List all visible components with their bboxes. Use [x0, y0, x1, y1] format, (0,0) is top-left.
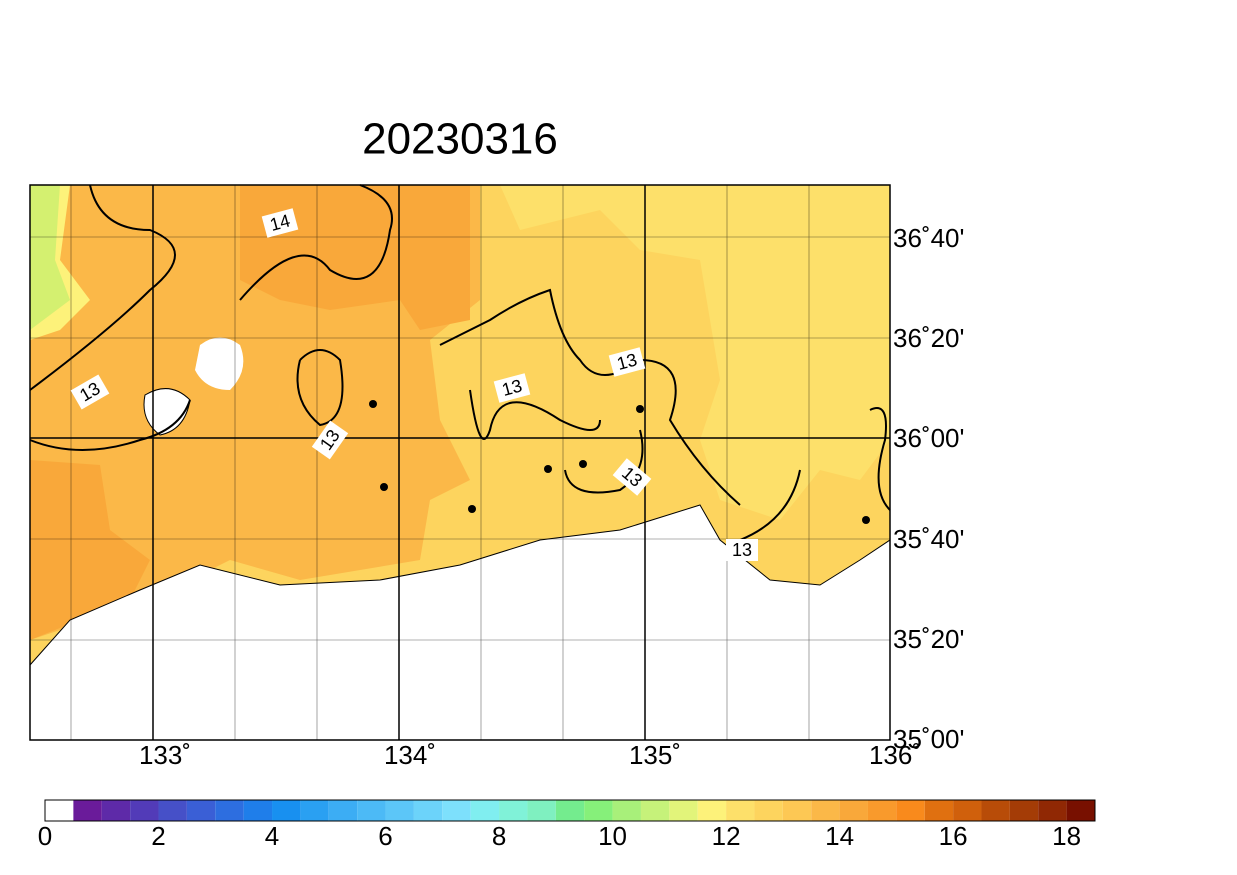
warmest-region — [240, 185, 470, 330]
colorbar-tick-label: 18 — [1052, 821, 1081, 851]
colorbar-frame — [44, 799, 1096, 822]
colorbar-box — [243, 800, 273, 821]
colorbar-box — [811, 800, 840, 821]
lat-label: 35˚40' — [893, 524, 964, 554]
contour-label-bg — [608, 347, 646, 377]
colorbar-box — [470, 800, 500, 821]
colorbar-tick-label: 6 — [378, 821, 392, 851]
colorbar-box — [953, 800, 982, 821]
colorbar-box — [45, 800, 74, 821]
colorbar-box — [357, 800, 386, 821]
lat-label: 35˚00' — [893, 724, 964, 754]
colorbar-box — [130, 800, 159, 821]
contour-label: 13 — [311, 420, 349, 460]
colorbar-box — [385, 800, 414, 821]
colorbar-tick-label: 2 — [151, 821, 165, 851]
colorbar-box — [924, 800, 954, 821]
contour-label-bg — [261, 208, 299, 238]
contour-label-bg — [70, 374, 110, 410]
lon-label: 135˚ — [629, 740, 681, 770]
colorbar-tick-label: 10 — [598, 821, 627, 851]
colorbar-tick-label: 12 — [712, 821, 741, 851]
island — [195, 337, 244, 390]
contour-label-bg — [612, 458, 652, 496]
colorbar-box — [697, 800, 727, 821]
colorbar-box — [186, 800, 216, 821]
lon-label: 136˚ — [869, 740, 921, 770]
coolest-region — [30, 185, 70, 330]
colorbar-box — [101, 800, 131, 821]
lat-label: 35˚20' — [893, 624, 964, 654]
colorbar-box — [300, 800, 329, 821]
stations — [369, 400, 870, 524]
colorbar-box — [499, 800, 528, 821]
contour — [29, 184, 891, 541]
contour-label: 13 — [608, 347, 646, 377]
colorbar-box — [669, 800, 698, 821]
major-grid — [30, 185, 890, 740]
colorbar-box — [1009, 800, 1039, 821]
colorbar-tick-label: 4 — [265, 821, 279, 851]
colorbar-tick-label: 16 — [939, 821, 968, 851]
colorbar-box — [782, 800, 812, 821]
colorbar-box — [640, 800, 670, 821]
colorbar-box — [867, 800, 897, 821]
contour-label-bg — [311, 420, 349, 460]
colorbar-box — [1066, 800, 1095, 821]
colorbar-box — [726, 800, 755, 821]
colorbar-box — [584, 800, 613, 821]
colorbar-tick-label: 14 — [825, 821, 854, 851]
colorbar-box — [215, 800, 244, 821]
contour-label: 13 — [493, 373, 531, 403]
map-frame — [29, 184, 891, 741]
colorbar-box — [328, 800, 358, 821]
colorbar-box — [754, 800, 783, 821]
contour-label-bg — [726, 539, 758, 561]
colorbar-box — [158, 800, 187, 821]
colorbar-box — [73, 800, 102, 821]
colorbar-box — [442, 800, 471, 821]
lat-label: 36˚00' — [893, 423, 964, 453]
colorbar-box — [272, 800, 301, 821]
colorbar-tick-label: 0 — [38, 821, 52, 851]
colorbar-box — [555, 800, 585, 821]
map — [29, 184, 891, 741]
lat-label: 36˚20' — [893, 323, 964, 353]
warm-region-2 — [30, 460, 150, 640]
lat-label: 36˚40' — [893, 223, 964, 253]
island — [143, 388, 191, 436]
colorbar-box — [981, 800, 1010, 821]
lon-label: 134˚ — [384, 740, 436, 770]
title: 20230316 — [362, 115, 558, 164]
contour-label: 13 — [726, 539, 758, 561]
colorbar-tick-label: 8 — [492, 821, 506, 851]
colorbar-box — [527, 800, 556, 821]
colorbar-box — [839, 800, 868, 821]
lon-label: 133˚ — [139, 740, 191, 770]
contour-label: 14 — [261, 208, 299, 238]
colorbar-box — [612, 800, 641, 821]
contour-label-text: 13 — [732, 540, 752, 560]
cool-region — [480, 185, 890, 520]
colorbar-box — [896, 800, 925, 821]
colorbar-box — [413, 800, 443, 821]
contour-label-bg — [493, 373, 531, 403]
colorbar-box — [1038, 800, 1067, 821]
